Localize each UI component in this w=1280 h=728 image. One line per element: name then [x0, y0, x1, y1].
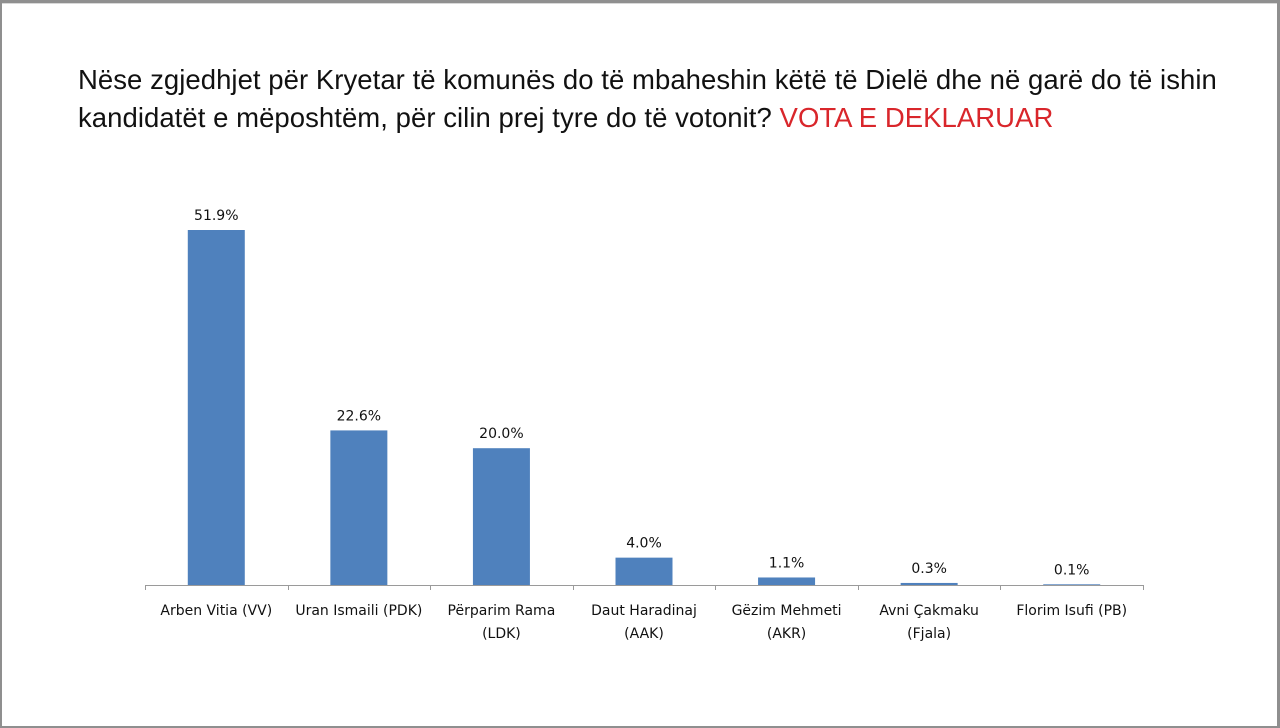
category-label: Gëzim Mehmeti	[732, 603, 842, 619]
category-label: (AKR)	[767, 626, 806, 642]
bar	[900, 582, 958, 585]
category-label: (LDK)	[482, 626, 521, 642]
data-label: 51.9%	[194, 208, 238, 224]
data-label: 1.1%	[769, 555, 805, 571]
bar	[615, 557, 673, 585]
data-label: 0.1%	[1054, 562, 1090, 578]
bar	[187, 230, 245, 585]
data-label: 22.6%	[337, 408, 381, 424]
data-label: 4.0%	[626, 536, 662, 552]
chart-title: Nëse zgjedhjet për Kryetar të komunës do…	[78, 61, 1238, 137]
bar	[758, 577, 816, 585]
chart-title-accent: VOTA E DEKLARUAR	[779, 102, 1054, 133]
data-label: 20.0%	[479, 426, 523, 442]
bar	[330, 430, 388, 585]
category-label: Arben Vitia (VV)	[160, 603, 272, 619]
data-label: 0.3%	[911, 561, 947, 577]
category-label: (AAK)	[624, 626, 664, 642]
category-label: Florim Isufi (PB)	[1016, 603, 1127, 619]
bar	[472, 448, 530, 585]
category-label: Përparim Rama	[448, 603, 556, 619]
category-label: Daut Haradinaj	[591, 603, 697, 619]
bar	[1043, 584, 1101, 585]
category-label: (Fjala)	[907, 626, 951, 642]
chart-title-text: Nëse zgjedhjet për Kryetar të komunës do…	[78, 64, 1217, 133]
category-label: Uran Ismaili (PDK)	[295, 603, 422, 619]
category-label: Avni Çakmaku	[879, 603, 978, 619]
